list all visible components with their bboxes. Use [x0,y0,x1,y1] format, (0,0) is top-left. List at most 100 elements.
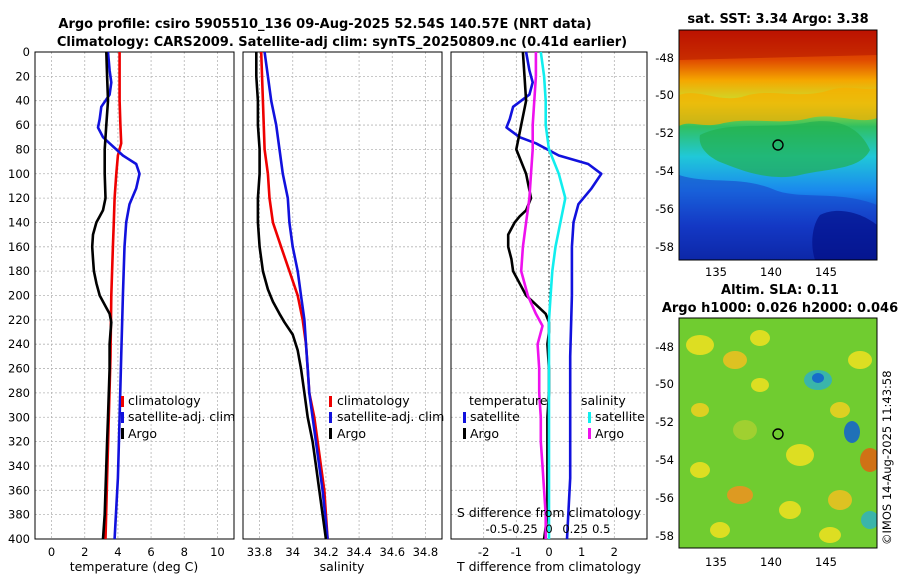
series-line-argo [254,52,328,540]
legend-swatch-s-argo [588,428,591,439]
legend-title-temperature: temperature [469,393,548,408]
depth-tick: 20 [15,69,30,83]
temperature-x-tick: 4 [114,545,121,559]
sla-eddy [819,527,841,543]
legend-label-argo: Argo [337,426,366,441]
map-y-tick: -56 [655,202,674,216]
temperature-x-ticks: 0 2 4 6 8 10 [48,545,225,559]
t-difference-x-tick: 1 [578,545,585,559]
salinity-legend: climatology satellite-adj. clim Argo [329,393,444,441]
s-difference-x-label: S difference from climatology [457,505,642,520]
legend-title-salinity: salinity [581,393,626,408]
salinity-x-tick: 34 [285,545,300,559]
figure-title-line1: Argo profile: csiro 5905510_136 09-Aug-2… [58,17,591,32]
series-line-argo [90,51,113,540]
difference-panel: -2 -1 0 1 2 -0.5 -0.25 0 0.25 0.5 S diff… [450,51,648,574]
temperature-lines [90,51,141,540]
depth-tick: 380 [8,508,30,522]
sla-eddy [861,511,877,529]
sla-eddy [830,402,850,418]
sla-eddy [828,490,852,510]
s-difference-x-tick: 0.5 [592,522,610,536]
sla-map-subtitle: Argo h1000: 0.026 h2000: 0.046 [662,301,898,316]
series-line-temperature-argo [506,51,551,540]
temperature-axes-frame [34,51,235,540]
sla-eddy [723,351,747,369]
depth-tick: 300 [8,410,30,424]
s-difference-x-tick: 0 [545,522,552,536]
sla-eddy [710,522,730,538]
difference-legend: temperature satellite Argo salinity sate… [463,393,645,441]
legend-swatch-climatology [329,396,332,407]
sla-map-y-ticks: -48 -50 -52 -54 -56 -58 [655,340,674,543]
salinity-x-tick: 33.8 [247,545,273,559]
s-difference-x-tick: -0.5 [486,522,508,536]
depth-tick: 260 [8,362,30,376]
sla-eddy [691,403,709,417]
t-difference-x-tick: 2 [611,545,618,559]
depth-y-ticks: 0 20 40 60 80 100 120 140 160 180 200 22… [8,45,30,546]
legend-label-climatology: climatology [128,393,201,408]
sla-field [679,318,877,548]
argo-float-marker [772,139,784,151]
map-x-tick: 135 [705,265,727,279]
map-y-tick: -56 [655,491,674,505]
sla-background [679,318,877,548]
temperature-legend: climatology satellite-adj. clim Argo [121,393,235,441]
series-line-salinity-argo [519,52,548,539]
sla-eddy [750,330,770,346]
depth-tick: 0 [23,45,30,59]
salinity-x-tick: 34.4 [346,545,372,559]
depth-tick: 60 [15,118,30,132]
sst-green-patch [699,121,870,178]
depth-tick: 200 [8,289,30,303]
depth-tick: 340 [8,459,30,473]
sla-eddy [690,462,710,478]
t-difference-x-tick: -1 [511,545,522,559]
legend-label-climatology: climatology [337,393,410,408]
legend-label-argo: Argo [128,426,157,441]
imos-credit: ©IMOS 14-Aug-2025 11:43:58 [880,370,894,545]
depth-tick: 100 [8,167,30,181]
map-y-tick: -58 [655,529,674,543]
sla-map-panel: Altim. SLA: 0.11 Argo h1000: 0.026 h2000… [655,283,898,569]
depth-tick: 180 [8,264,30,278]
map-y-tick: -50 [655,88,674,102]
temperature-x-tick: 10 [210,545,225,559]
sst-map-panel: sat. SST: 3.34 Argo: 3.38 135 140 145 -4… [655,12,878,279]
salinity-gridlines [243,51,442,540]
map-y-tick: -48 [655,51,674,65]
legend-swatch-t-argo [463,428,466,439]
sla-eddy [779,501,801,519]
legend-label-satellite: satellite-adj. clim [337,409,444,424]
sla-eddy [844,421,860,443]
sst-map-title: sat. SST: 3.34 Argo: 3.38 [687,12,868,27]
s-difference-x-tick: 0.25 [562,522,588,536]
sla-eddy [812,373,824,383]
depth-tick: 400 [8,532,30,546]
sla-eddy [786,444,814,466]
sla-eddy [727,486,753,504]
sla-map-x-ticks: 135 140 145 [705,555,837,569]
legend-swatch-argo [329,428,332,439]
salinity-axes-frame [242,51,443,540]
t-difference-x-ticks: -2 -1 0 1 2 [478,545,618,559]
legend-swatch-s-satellite [588,412,591,423]
sla-eddies [686,330,877,543]
map-y-tick: -54 [655,453,674,467]
legend-label-t-satellite: satellite [470,409,520,424]
depth-tick: 160 [8,240,30,254]
salinity-x-ticks: 33.8 34 34.2 34.4 34.6 34.8 [247,545,438,559]
depth-tick: 220 [8,313,30,327]
map-x-tick: 140 [760,555,782,569]
map-x-tick: 145 [815,555,837,569]
salinity-panel: 33.8 34 34.2 34.4 34.6 34.8 salinity cli… [242,51,444,574]
sst-field [679,30,877,260]
map-y-tick: -52 [655,126,674,140]
salinity-x-label: salinity [320,559,365,574]
legend-swatch-argo [121,428,124,439]
s-difference-x-tick: -0.25 [508,522,538,536]
map-y-tick: -54 [655,164,674,178]
legend-swatch-satellite [329,412,332,423]
figure-title-line2: Climatology: CARS2009. Satellite-adj cli… [57,35,627,50]
